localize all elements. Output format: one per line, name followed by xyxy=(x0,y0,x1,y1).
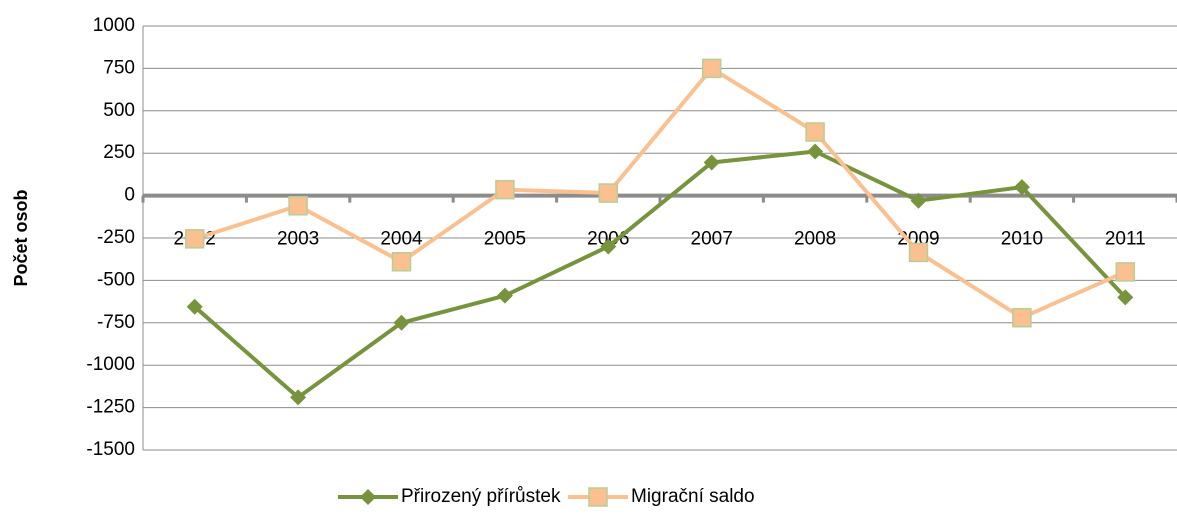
point xyxy=(600,238,617,255)
y-tick-label: -1250 xyxy=(86,397,135,418)
x-tick-label: 2005 xyxy=(484,229,526,250)
point xyxy=(288,196,308,216)
point xyxy=(807,143,824,160)
y-tick-label: -750 xyxy=(97,312,135,333)
y-tick-label: 500 xyxy=(103,100,135,121)
point xyxy=(1115,262,1136,282)
point xyxy=(393,314,410,331)
point xyxy=(391,251,412,272)
x-tick-label: 2009 xyxy=(897,229,939,250)
series-line xyxy=(194,66,1127,320)
x-tick-label: 2010 xyxy=(1001,229,1043,250)
point xyxy=(910,192,927,209)
legend-marker xyxy=(360,489,376,505)
point xyxy=(701,58,722,79)
point xyxy=(1012,307,1032,328)
point xyxy=(703,154,720,171)
y-tick-label: 1000 xyxy=(93,15,135,36)
legend-label: Migrační saldo xyxy=(631,486,755,507)
y-tick-label: 250 xyxy=(103,142,135,163)
legend-label: Přirozený přírůstek xyxy=(401,486,561,507)
y-tick-label: -250 xyxy=(97,227,135,248)
series-line xyxy=(193,149,1127,400)
x-tick-label: 2011 xyxy=(1105,229,1146,250)
point xyxy=(495,179,515,200)
x-tick-label: 2008 xyxy=(794,229,836,250)
point xyxy=(1013,179,1030,196)
y-tick-label: -1500 xyxy=(86,439,135,460)
y-tick-label: -1000 xyxy=(86,354,135,375)
x-tick-label: 2007 xyxy=(691,229,733,250)
point xyxy=(805,122,825,142)
point xyxy=(186,298,203,315)
y-tick-label: 750 xyxy=(103,57,135,78)
y-tick-label: 0 xyxy=(124,185,135,206)
point xyxy=(908,242,929,263)
x-tick-label: 2004 xyxy=(380,229,423,250)
point xyxy=(290,389,307,406)
x-tick-label: 2003 xyxy=(277,229,319,250)
y-tick-label: -500 xyxy=(97,269,135,290)
point xyxy=(1117,289,1134,306)
y-axis-title: Počet osob xyxy=(11,189,31,286)
point xyxy=(184,229,205,249)
point xyxy=(496,287,513,304)
point xyxy=(598,183,619,203)
legend-marker xyxy=(588,487,608,507)
